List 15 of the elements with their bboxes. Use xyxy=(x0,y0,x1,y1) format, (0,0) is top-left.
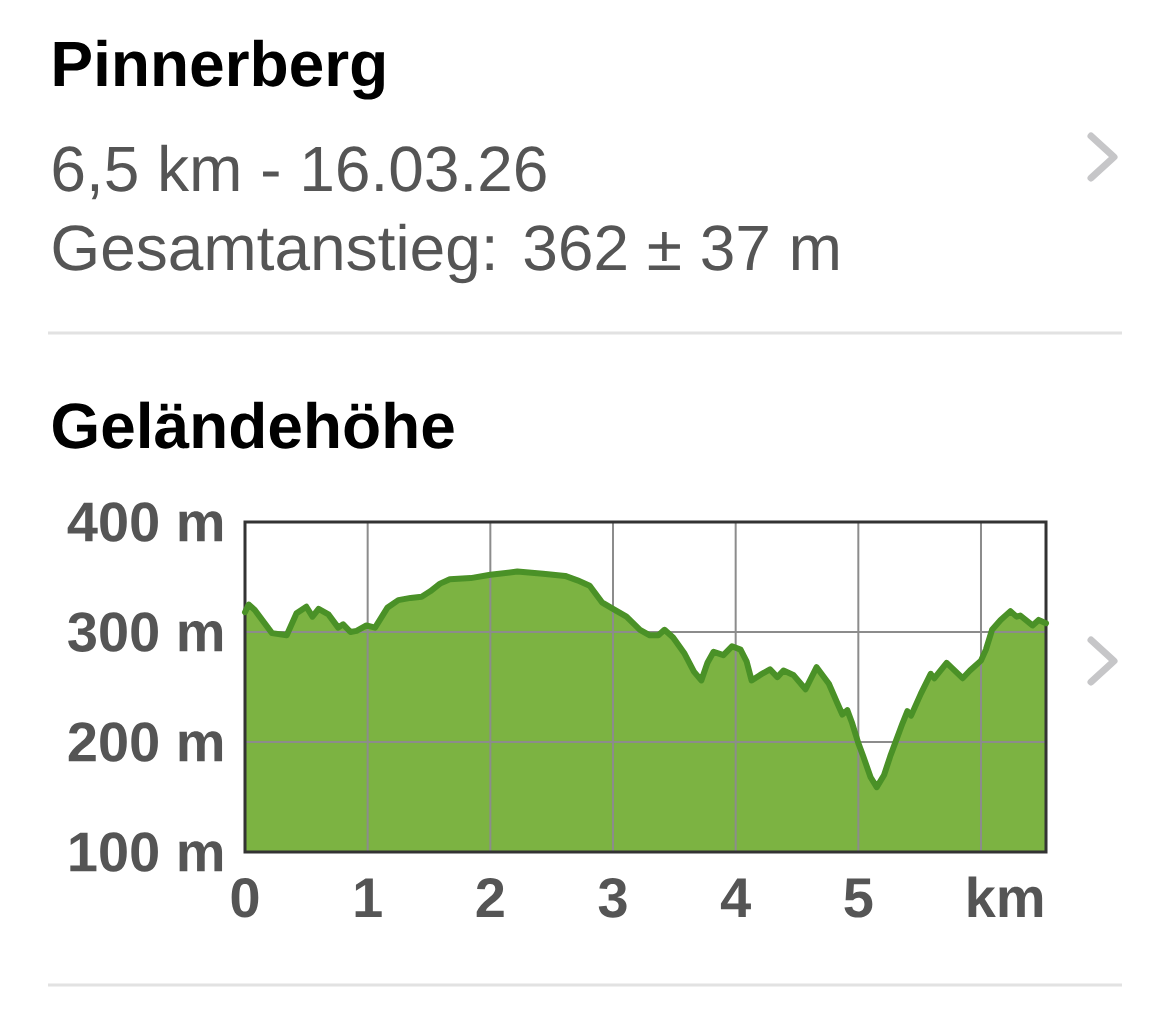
x-tick-label: 1 xyxy=(355,878,382,918)
y-tick-label: 300 m xyxy=(68,612,223,652)
y-tick-label: 400 m xyxy=(67,502,223,542)
x-tick-label: 2 xyxy=(476,877,504,918)
x-tick-label: 5 xyxy=(844,878,873,918)
y-tick-label: 100 m xyxy=(70,832,223,872)
text: Gesamtanstieg: 362 ± 37 m xyxy=(53,223,838,284)
chart-title: Pinnerberg xyxy=(54,39,384,100)
x-tick-label: 0 xyxy=(231,877,259,918)
x-tick-label: 4 xyxy=(720,878,751,918)
x-axis-title: km xyxy=(968,876,1043,918)
chart-subtitle: 6,5 km - 16.03.26 xyxy=(53,144,546,200)
x-tick-label: 3 xyxy=(598,877,627,918)
text: Geländehöhe xyxy=(53,401,454,449)
y-tick-label: 200 m xyxy=(68,722,223,762)
